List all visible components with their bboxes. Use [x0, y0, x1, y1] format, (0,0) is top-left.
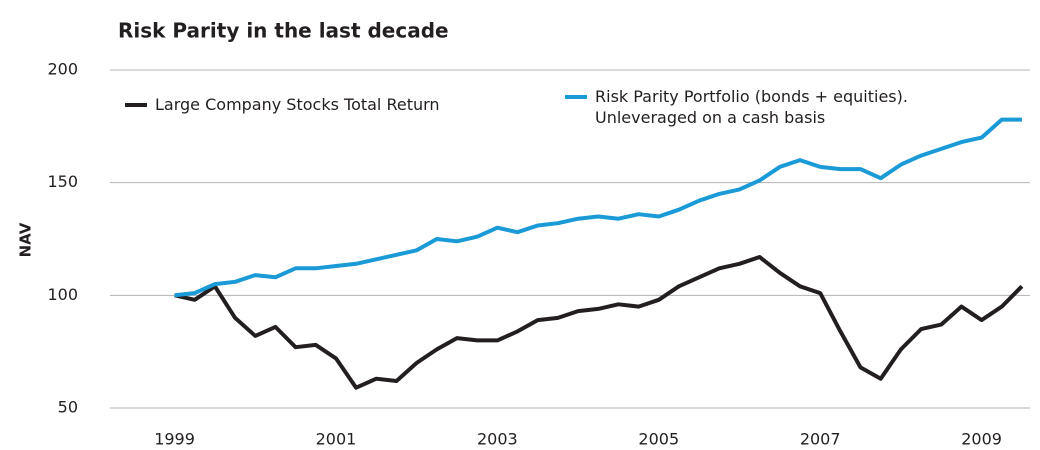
y-tick-label: 100 — [47, 285, 78, 304]
x-tick-label: 2001 — [316, 430, 357, 449]
y-axis-label: NAV — [17, 222, 35, 257]
y-tick-label: 150 — [47, 172, 78, 191]
line-series — [174, 117, 1022, 298]
y-tick-label: 200 — [47, 60, 78, 79]
chart-title: Risk Parity in the last decade — [118, 19, 449, 43]
legend-label: Large Company Stocks Total Return — [155, 95, 440, 114]
legend-swatch — [125, 103, 147, 107]
x-tick-label: 2003 — [477, 430, 518, 449]
legend-item: Risk Parity Portfolio (bonds + equities)… — [565, 86, 965, 128]
legend-swatch — [565, 95, 587, 99]
x-tick-label: 1999 — [154, 430, 195, 449]
line-series — [174, 255, 1024, 390]
x-tick-label: 2007 — [800, 430, 841, 449]
y-tick-label: 50 — [58, 398, 78, 417]
x-tick-label: 2005 — [638, 430, 679, 449]
legend-item: Large Company Stocks Total Return — [125, 94, 440, 115]
legend-label: Risk Parity Portfolio (bonds + equities)… — [595, 87, 908, 127]
x-tick-label: 2009 — [961, 430, 1002, 449]
